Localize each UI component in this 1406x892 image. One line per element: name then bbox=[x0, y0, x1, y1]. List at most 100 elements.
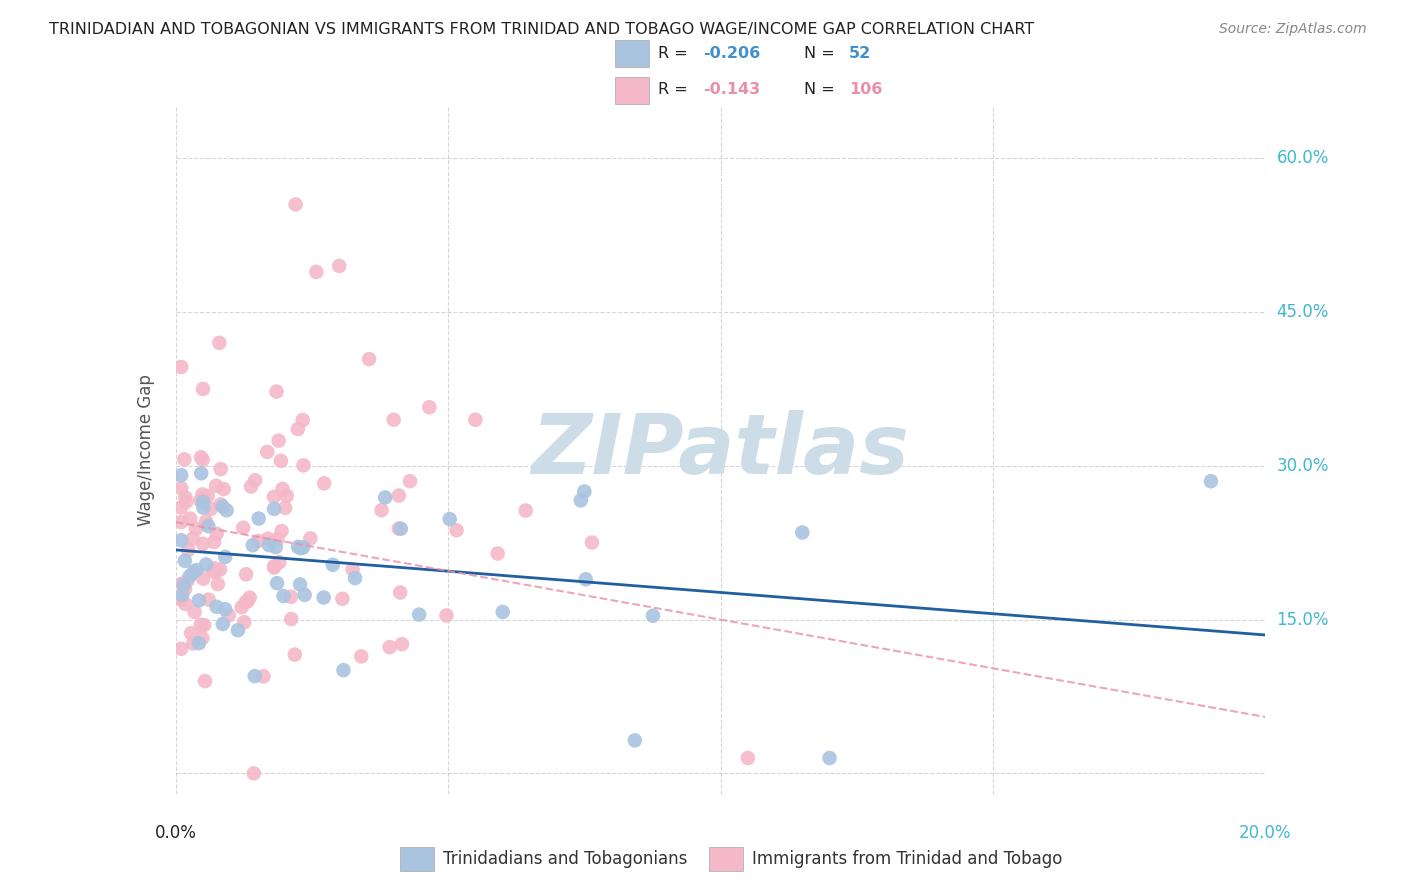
Point bbox=[389, 585, 412, 599]
Point bbox=[193, 618, 215, 632]
Point bbox=[389, 522, 412, 536]
Point bbox=[174, 554, 197, 568]
Point bbox=[290, 541, 312, 556]
Point bbox=[574, 484, 596, 499]
Point bbox=[179, 569, 201, 583]
Point bbox=[287, 540, 309, 554]
Text: 30.0%: 30.0% bbox=[1277, 457, 1329, 475]
Point bbox=[515, 503, 537, 517]
Point bbox=[211, 500, 233, 514]
Point bbox=[284, 648, 307, 662]
Text: R =: R = bbox=[658, 82, 693, 97]
Point bbox=[174, 491, 197, 505]
Point bbox=[292, 541, 315, 555]
Point bbox=[486, 546, 509, 560]
Point bbox=[190, 493, 212, 508]
Point bbox=[287, 422, 309, 436]
Point bbox=[492, 605, 515, 619]
Point bbox=[202, 565, 225, 579]
Point bbox=[328, 259, 350, 273]
Text: 60.0%: 60.0% bbox=[1277, 149, 1329, 168]
Point bbox=[202, 535, 225, 549]
Point bbox=[818, 751, 841, 765]
Point bbox=[247, 511, 270, 525]
Point bbox=[312, 591, 335, 605]
Point bbox=[226, 624, 249, 638]
Point bbox=[233, 615, 256, 630]
Point bbox=[239, 591, 262, 605]
Point bbox=[191, 453, 214, 467]
Point bbox=[263, 502, 285, 516]
Point bbox=[170, 641, 193, 656]
Point bbox=[208, 335, 231, 350]
Point bbox=[257, 532, 280, 546]
Point bbox=[263, 560, 285, 574]
Point bbox=[187, 593, 209, 607]
Point bbox=[235, 567, 257, 582]
Point bbox=[256, 445, 278, 459]
Point bbox=[439, 512, 461, 526]
Point bbox=[197, 519, 219, 533]
Point bbox=[194, 674, 217, 689]
Point bbox=[263, 490, 285, 504]
Point bbox=[270, 524, 292, 538]
Point bbox=[446, 523, 468, 537]
Point bbox=[193, 572, 215, 586]
Point bbox=[191, 487, 214, 501]
Point bbox=[388, 522, 411, 536]
Text: TRINIDADIAN AND TOBAGONIAN VS IMMIGRANTS FROM TRINIDAD AND TOBAGO WAGE/INCOME GA: TRINIDADIAN AND TOBAGONIAN VS IMMIGRANTS… bbox=[49, 22, 1035, 37]
Point bbox=[266, 384, 288, 399]
Point bbox=[172, 588, 194, 602]
Point bbox=[344, 571, 367, 585]
Point bbox=[170, 592, 193, 607]
Point bbox=[207, 577, 229, 591]
Point bbox=[218, 608, 240, 623]
Point bbox=[263, 559, 285, 574]
Point bbox=[288, 577, 311, 591]
Point bbox=[209, 562, 232, 576]
Point bbox=[191, 382, 214, 396]
Point bbox=[215, 503, 238, 517]
Point bbox=[174, 597, 197, 611]
Point bbox=[388, 489, 411, 503]
Point bbox=[191, 537, 214, 551]
Point bbox=[374, 491, 396, 505]
Point bbox=[378, 640, 401, 654]
Text: 15.0%: 15.0% bbox=[1277, 611, 1329, 629]
Point bbox=[391, 637, 413, 651]
Point bbox=[187, 636, 209, 650]
Point bbox=[436, 608, 458, 623]
Point bbox=[191, 491, 214, 506]
Point bbox=[235, 595, 257, 609]
Point bbox=[269, 555, 291, 569]
Point bbox=[181, 532, 204, 546]
Point bbox=[382, 413, 405, 427]
Point bbox=[190, 450, 212, 465]
Point bbox=[1199, 474, 1222, 488]
Point bbox=[170, 533, 193, 548]
Point bbox=[284, 197, 307, 211]
Point bbox=[170, 359, 193, 374]
Point bbox=[214, 549, 236, 564]
Point bbox=[170, 500, 193, 515]
Point bbox=[292, 458, 315, 473]
Point bbox=[194, 515, 217, 529]
Point bbox=[183, 565, 205, 579]
Point bbox=[322, 558, 344, 572]
Point bbox=[245, 473, 267, 487]
Point bbox=[197, 489, 219, 503]
FancyBboxPatch shape bbox=[709, 847, 744, 871]
FancyBboxPatch shape bbox=[614, 77, 650, 103]
Point bbox=[737, 751, 759, 765]
Point bbox=[569, 493, 592, 508]
Point bbox=[170, 468, 193, 483]
Point bbox=[370, 503, 392, 517]
Point bbox=[214, 602, 236, 616]
Text: 0.0%: 0.0% bbox=[155, 824, 197, 842]
Text: N =: N = bbox=[804, 82, 841, 97]
Point bbox=[242, 766, 264, 780]
Point bbox=[193, 500, 215, 515]
Point bbox=[177, 543, 200, 558]
Point bbox=[399, 474, 422, 488]
Text: N =: N = bbox=[804, 45, 841, 61]
